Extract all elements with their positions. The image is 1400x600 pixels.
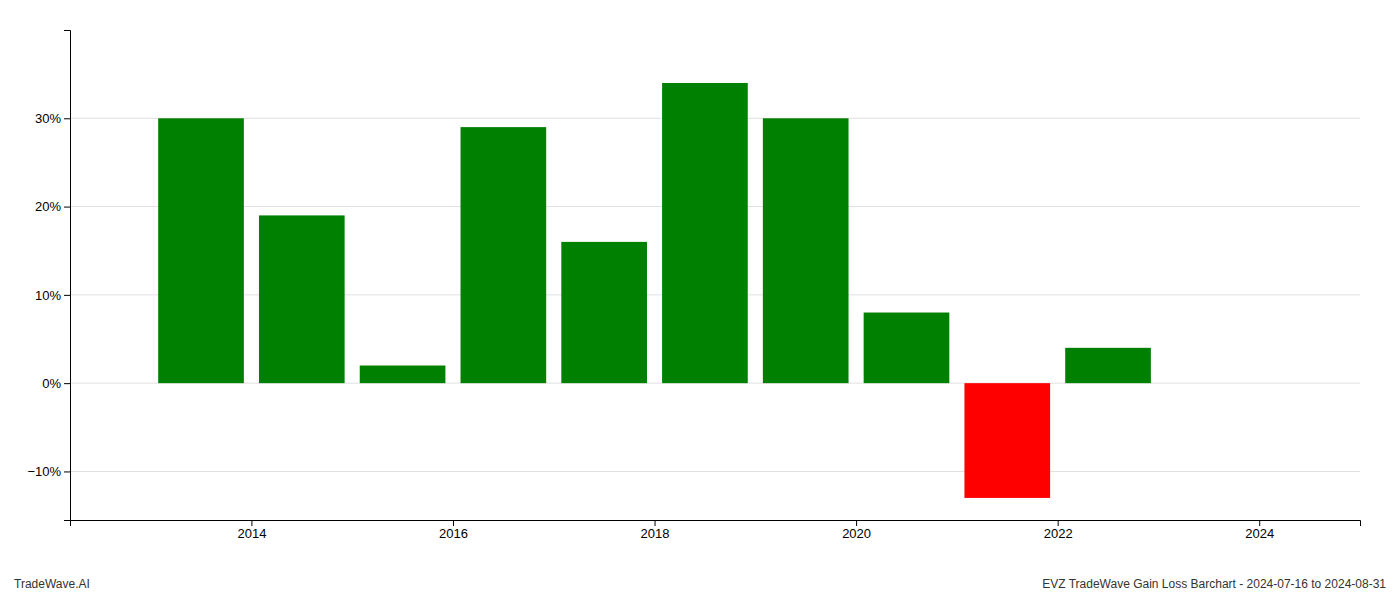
bar <box>964 383 1050 498</box>
y-axis: −10% 0% 10% 20% 30% <box>27 31 70 521</box>
x-tick-mark <box>251 520 252 526</box>
y-tick-label: −10% <box>27 464 61 479</box>
y-tick: −10% <box>27 464 70 479</box>
x-tick-label: 2018 <box>641 526 670 541</box>
bar <box>763 118 849 383</box>
y-tick-label: 0% <box>42 376 61 391</box>
y-tick-label: 10% <box>35 288 61 303</box>
bars <box>158 83 1151 498</box>
y-tick-mark <box>64 471 70 472</box>
y-tick-label: 30% <box>35 111 61 126</box>
bar <box>259 215 345 383</box>
y-tick-mark <box>64 383 70 384</box>
x-tick: 2022 <box>1044 520 1073 541</box>
bar <box>158 118 244 383</box>
x-tick-label: 2014 <box>237 526 266 541</box>
x-tick: 2014 <box>237 520 266 541</box>
y-tick-mark <box>64 295 70 296</box>
y-tick: 20% <box>35 199 70 214</box>
chart: 2014 2016 2018 2020 2022 2024 −10% 0% 10% 20% 30% T… <box>0 0 1400 600</box>
footer-text: TradeWave.AI <box>14 577 90 591</box>
x-tick-mark <box>1259 520 1260 526</box>
bar <box>561 242 647 383</box>
footer-text: EVZ TradeWave Gain Loss Barchart - 2024-… <box>1042 577 1386 591</box>
plot: 2014 2016 2018 2020 2022 2024 −10% 0% 10% 20% 30% <box>27 31 1360 542</box>
x-tick-label: 2016 <box>439 526 468 541</box>
x-tick: 2018 <box>641 520 670 541</box>
bar <box>461 127 547 383</box>
bar <box>1166 383 1252 384</box>
x-tick-label: 2024 <box>1245 526 1274 541</box>
x-axis-line <box>71 521 1361 527</box>
x-tick-mark <box>1058 520 1059 526</box>
x-axis: 2014 2016 2018 2020 2022 2024 <box>71 520 1361 541</box>
bar <box>662 83 748 383</box>
x-tick-mark <box>655 520 656 526</box>
bar <box>864 313 950 384</box>
y-tick-mark <box>64 118 70 119</box>
y-tick: 10% <box>35 288 70 303</box>
bar <box>1065 348 1151 383</box>
grid-line <box>70 471 1360 472</box>
y-tick-mark <box>64 207 70 208</box>
y-axis-line <box>64 31 71 521</box>
x-tick-mark <box>856 520 857 526</box>
y-tick-label: 20% <box>35 199 61 214</box>
x-tick-mark <box>453 520 454 526</box>
bar <box>360 365 446 383</box>
x-tick-label: 2022 <box>1044 526 1073 541</box>
x-tick: 2016 <box>439 520 468 541</box>
x-tick: 2024 <box>1245 520 1274 541</box>
y-tick: 0% <box>42 376 70 391</box>
x-tick-label: 2020 <box>842 526 871 541</box>
x-tick: 2020 <box>842 520 871 541</box>
y-tick: 30% <box>35 111 70 126</box>
